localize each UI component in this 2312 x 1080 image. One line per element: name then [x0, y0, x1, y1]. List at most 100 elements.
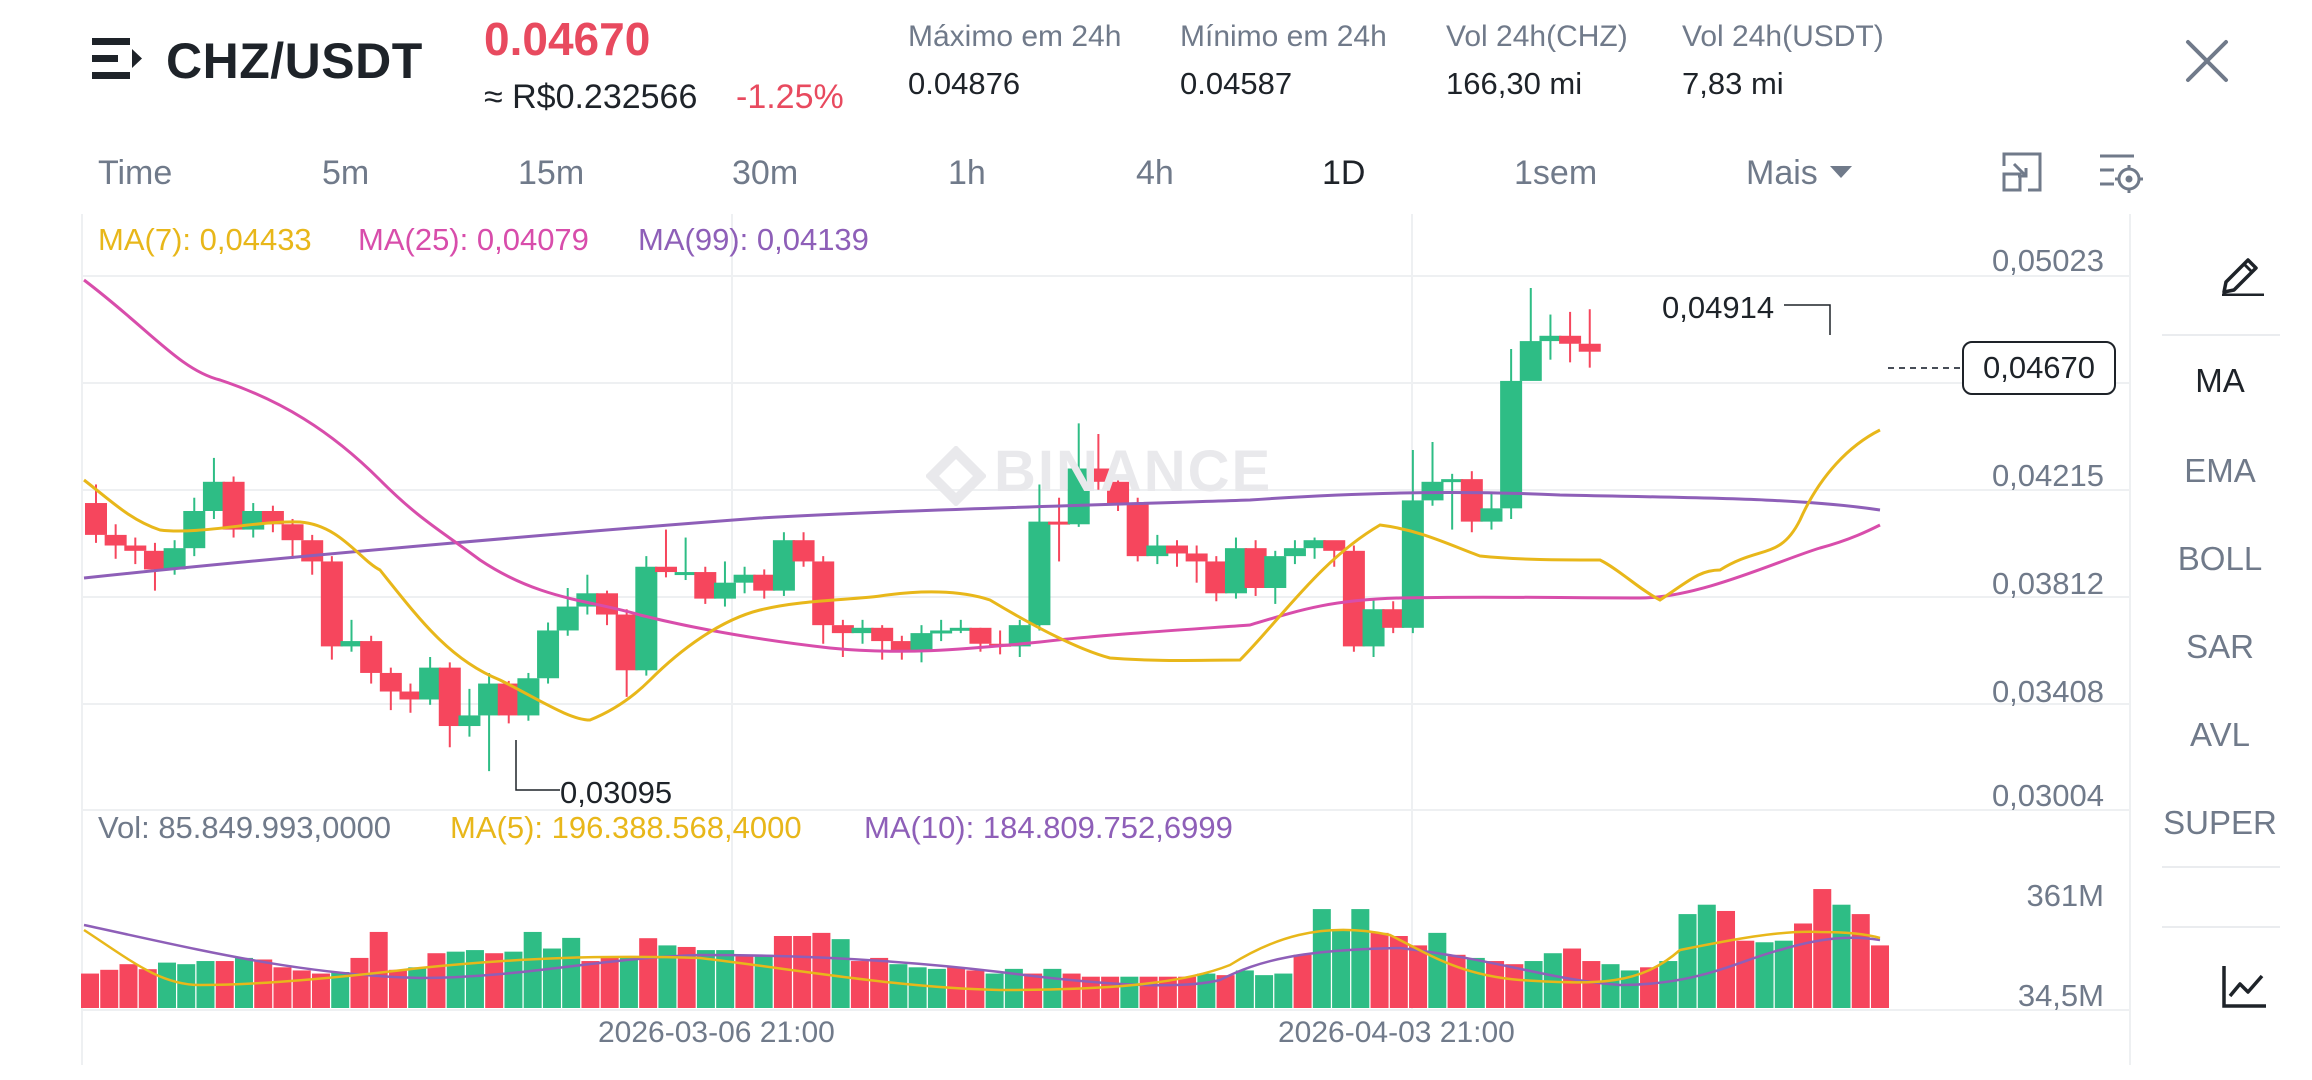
- last-price: 0.04670: [484, 13, 651, 65]
- volume-bar: [350, 957, 369, 1008]
- tab-1week[interactable]: 1sem: [1514, 154, 1598, 192]
- tab-1d[interactable]: 1D: [1322, 154, 1366, 192]
- volume-bar: [331, 972, 350, 1008]
- divider: [2162, 866, 2280, 868]
- price-axis-label: 0,03408: [1991, 674, 2104, 709]
- volume-bar: [1389, 936, 1408, 1008]
- candle-body: [1185, 553, 1208, 562]
- candle-body: [1342, 550, 1365, 647]
- current-price-marker: 0,04670: [1962, 341, 2116, 395]
- trading-pair-title[interactable]: CHZ/USDT: [166, 33, 423, 89]
- candle-body: [1559, 335, 1582, 344]
- low-price-annotation: 0,03095: [560, 775, 673, 810]
- volume-bar: [831, 939, 850, 1008]
- high-24h-label: Máximo em 24h: [908, 20, 1122, 53]
- close-icon[interactable]: [2180, 34, 2234, 88]
- candle-body: [1323, 540, 1346, 551]
- candle-body: [222, 481, 245, 530]
- ma7-legend: MA(7): 0,04433: [98, 222, 312, 257]
- tab-time[interactable]: Time: [98, 154, 173, 192]
- volume-bar: [1717, 910, 1736, 1008]
- candle-body: [1126, 503, 1149, 557]
- tab-4h[interactable]: 4h: [1136, 154, 1174, 192]
- candle-body: [910, 633, 933, 652]
- candle-body: [556, 606, 579, 631]
- divider: [2162, 334, 2280, 336]
- candle-body: [379, 672, 402, 692]
- volume-bar: [1794, 923, 1813, 1008]
- candle-body: [871, 627, 894, 642]
- tab-1h[interactable]: 1h: [948, 154, 986, 192]
- fullscreen-icon[interactable]: [2000, 150, 2044, 199]
- candle-body: [85, 503, 107, 535]
- volume-bar: [1004, 968, 1023, 1008]
- price-axis-label: 0,05023: [1991, 243, 2104, 278]
- volume-bar: [1120, 976, 1139, 1008]
- more-timeframes-dropdown[interactable]: Mais: [1746, 154, 1852, 193]
- candle-body: [1382, 609, 1405, 628]
- candle-body: [1500, 380, 1523, 509]
- volume-bar: [292, 970, 311, 1008]
- volume-bar: [773, 936, 792, 1008]
- volume-bar: [1601, 964, 1620, 1008]
- volume-bar: [562, 937, 581, 1008]
- volume-bar: [1851, 914, 1870, 1008]
- candle-body: [654, 566, 677, 573]
- candle-body: [949, 627, 972, 631]
- indicator-sar[interactable]: SAR: [2186, 628, 2254, 665]
- candle-body: [143, 550, 166, 570]
- date-axis-label: 2026-03-06 21:00: [598, 1016, 835, 1049]
- candle-body: [930, 630, 953, 634]
- menu-icon[interactable]: [92, 34, 144, 84]
- volume-bar: [1466, 957, 1485, 1008]
- candle-body: [1421, 481, 1444, 501]
- volume-bar: [1235, 970, 1254, 1008]
- candle-body: [1578, 343, 1601, 352]
- divider: [2162, 926, 2280, 928]
- candle-body: [497, 683, 520, 716]
- draw-tool-icon[interactable]: [2218, 246, 2268, 301]
- ma25-legend: MA(25): 0,04079: [358, 222, 589, 257]
- volume-bar: [1255, 975, 1274, 1008]
- fiat-price: ≈ R$0.232566: [484, 78, 698, 116]
- candle-body: [1087, 468, 1110, 482]
- candle-body: [831, 625, 854, 634]
- volume-bar: [1486, 961, 1505, 1008]
- volume-bar: [273, 967, 292, 1008]
- volume-bar: [1620, 970, 1639, 1008]
- date-axis-label: 2026-04-03 21:00: [1278, 1016, 1515, 1049]
- candle-body: [163, 548, 186, 570]
- candle-body: [1067, 468, 1090, 525]
- indicator-boll[interactable]: BOLL: [2177, 540, 2263, 577]
- volume-bar: [1351, 909, 1370, 1008]
- candle-body: [890, 641, 913, 652]
- volume-bar: [1428, 932, 1447, 1008]
- candle-body: [104, 534, 127, 546]
- candle-body: [1539, 335, 1562, 342]
- indicator-ma[interactable]: MA: [2195, 362, 2245, 399]
- candle-body: [301, 540, 324, 562]
- candle-body: [320, 561, 343, 647]
- candle-body: [1264, 556, 1287, 588]
- candle-body: [1303, 540, 1326, 549]
- indicator-super[interactable]: SUPER: [2163, 804, 2277, 841]
- volume-bar: [754, 954, 773, 1008]
- line-chart-icon[interactable]: [2220, 962, 2268, 1015]
- volume-bar: [1274, 973, 1293, 1008]
- chart-settings-icon[interactable]: [2096, 150, 2146, 201]
- volume-bar: [850, 961, 869, 1008]
- tab-15m[interactable]: 15m: [518, 154, 585, 192]
- indicator-avl[interactable]: AVL: [2190, 716, 2250, 753]
- tab-5m[interactable]: 5m: [322, 154, 370, 192]
- indicator-ema[interactable]: EMA: [2184, 452, 2256, 489]
- volume-bar: [1081, 976, 1100, 1008]
- volume-bar: [1659, 961, 1678, 1008]
- volume-bar: [1640, 967, 1659, 1008]
- volume-legend: Vol: 85.849.993,0000: [98, 810, 392, 845]
- volume-bar: [1813, 889, 1832, 1008]
- caret-down-icon: [1829, 166, 1852, 179]
- candle-body: [812, 561, 835, 626]
- volume-ma5-legend: MA(5): 196.388.568,4000: [450, 810, 802, 845]
- tab-30m[interactable]: 30m: [732, 154, 799, 192]
